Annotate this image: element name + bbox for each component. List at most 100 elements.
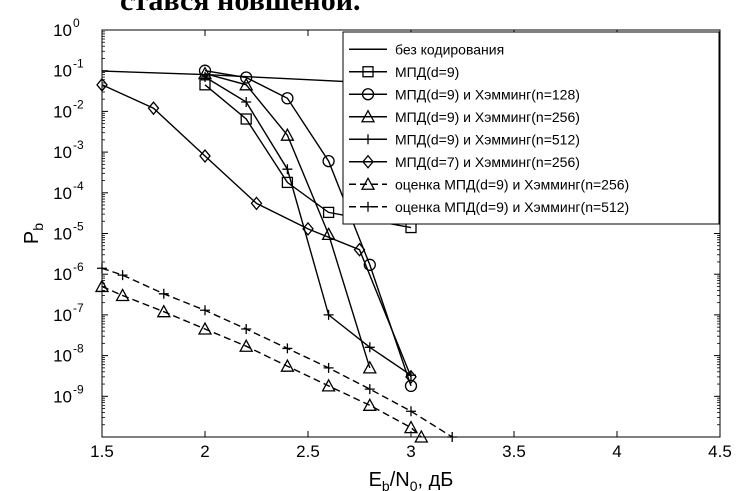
data-point: [94, 279, 110, 293]
data-point: [281, 92, 294, 105]
data-point: [321, 227, 336, 241]
legend-marker: [360, 176, 376, 190]
series-line: [204, 72, 371, 369]
y-tick-base: 10: [53, 225, 72, 244]
y-tick-base: 10: [53, 21, 72, 40]
data-series: [94, 64, 458, 443]
legend-box: [342, 31, 720, 225]
data-point: [240, 71, 253, 84]
data-point: [281, 176, 294, 189]
legend-label: МПД(d=9) и Хэмминг(n=512): [395, 131, 580, 147]
legend-item-5: МПД(d=9) и Хэмминг(n=512): [349, 131, 580, 147]
data-point: [323, 362, 334, 373]
x-tick-label: 1.5: [90, 442, 114, 461]
x-tick-label: 3: [406, 442, 415, 461]
series-4: [197, 66, 377, 374]
x-tick-label: 2.5: [296, 442, 320, 461]
top-caption-text: стався новшеной.: [120, 0, 361, 17]
y-tick-exponent: -2: [73, 97, 84, 111]
data-point: [403, 420, 419, 434]
y-tick-exponent: -6: [73, 260, 84, 274]
x-axis-title-part: /N: [390, 469, 410, 491]
data-point: [364, 342, 375, 353]
axis-titles: Eb/N0, дБ Pb: [21, 223, 453, 491]
data-point: [117, 270, 128, 281]
data-point: [404, 379, 418, 393]
x-tick-label: 4: [612, 442, 621, 461]
data-point: [447, 432, 458, 442]
y-tick-base: 10: [53, 62, 72, 81]
y-tick-label: 10 -5: [53, 220, 84, 244]
x-axis-title-part: b: [382, 478, 390, 491]
data-point: [239, 338, 254, 352]
data-point: [362, 397, 377, 411]
x-axis-title-part: , дБ: [418, 469, 454, 491]
legend-item-4: МПД(d=9) и Хэмминг(n=256): [349, 109, 580, 125]
series-line: [101, 84, 412, 378]
legend-label: МПД(d=7) и Хэмминг(n=256): [395, 154, 580, 170]
data-point: [240, 113, 252, 125]
y-tick-exponent: 0: [73, 16, 80, 30]
y-tick-exponent: -9: [73, 382, 84, 396]
data-point: [353, 242, 366, 257]
y-tick-label: 10 -4: [53, 179, 84, 203]
data-point: [282, 164, 293, 175]
data-point: [156, 304, 171, 318]
y-tick-base: 10: [53, 306, 72, 325]
data-point: [322, 154, 335, 168]
data-point: [323, 309, 334, 320]
data-point: [197, 321, 213, 335]
legend-label: оценка МПД(d=9) и Хэмминг(n=256): [395, 176, 629, 192]
y-tick-label: 10 -9: [53, 382, 84, 406]
y-tick-label: 10 -2: [53, 97, 84, 121]
series-8: [97, 263, 458, 442]
data-point: [282, 343, 293, 354]
legend-item-3: МПД(d=9) и Хэмминг(n=128): [349, 86, 580, 102]
x-axis-title-part: E: [369, 469, 382, 491]
y-tick-base: 10: [53, 387, 72, 406]
y-tick-exponent: -1: [73, 57, 84, 71]
series-7: [94, 279, 429, 443]
y-tick-label: 10 -1: [53, 57, 84, 81]
data-point: [302, 221, 314, 236]
data-point: [405, 369, 417, 384]
data-point: [364, 384, 375, 395]
y-axis-title-part: P: [21, 231, 43, 244]
legend-marker: [361, 88, 375, 101]
data-point: [96, 77, 108, 92]
y-tick-base: 10: [53, 184, 72, 203]
legend-label: МПД(d=9): [395, 64, 459, 80]
y-axis-title: Pb: [21, 223, 46, 244]
legend-marker: [362, 66, 374, 78]
y-tick-base: 10: [53, 143, 72, 162]
data-point: [241, 97, 252, 108]
series-6: [96, 77, 417, 384]
y-tick-label: 10 -3: [53, 138, 84, 162]
legend-label: оценка МПД(d=9) и Хэмминг(n=512): [395, 199, 629, 215]
y-tick-label: 10 -6: [53, 260, 84, 284]
y-axis-title-sub: b: [30, 223, 46, 231]
data-point: [280, 127, 295, 141]
x-axis-title: Eb/N0, дБ: [369, 469, 454, 491]
data-point: [147, 101, 160, 116]
y-tick-exponent: -3: [73, 138, 84, 152]
legend-label: МПД(d=9) и Хэмминг(n=128): [395, 86, 580, 102]
legend-marker: [363, 201, 373, 212]
legend-item-6: МПД(d=7) и Хэмминг(n=256): [349, 154, 580, 170]
legend-item-1: без кодирования: [349, 41, 504, 57]
data-point: [115, 288, 130, 302]
data-point: [158, 288, 169, 299]
legend: без кодирования МПД(d=9) МПД(d=9) и Хэммин…: [342, 31, 720, 225]
y-tick-label: 10 -7: [53, 301, 84, 325]
x-axis-title-part: 0: [410, 478, 418, 491]
y-tick-exponent: -7: [73, 301, 84, 315]
legend-label: без кодирования: [395, 41, 504, 57]
data-point: [362, 360, 377, 374]
data-point: [321, 378, 336, 392]
y-tick-label: 10 0: [53, 16, 80, 40]
data-point: [322, 206, 335, 219]
data-point: [199, 149, 211, 164]
x-tick-label: 3.5: [502, 442, 526, 461]
